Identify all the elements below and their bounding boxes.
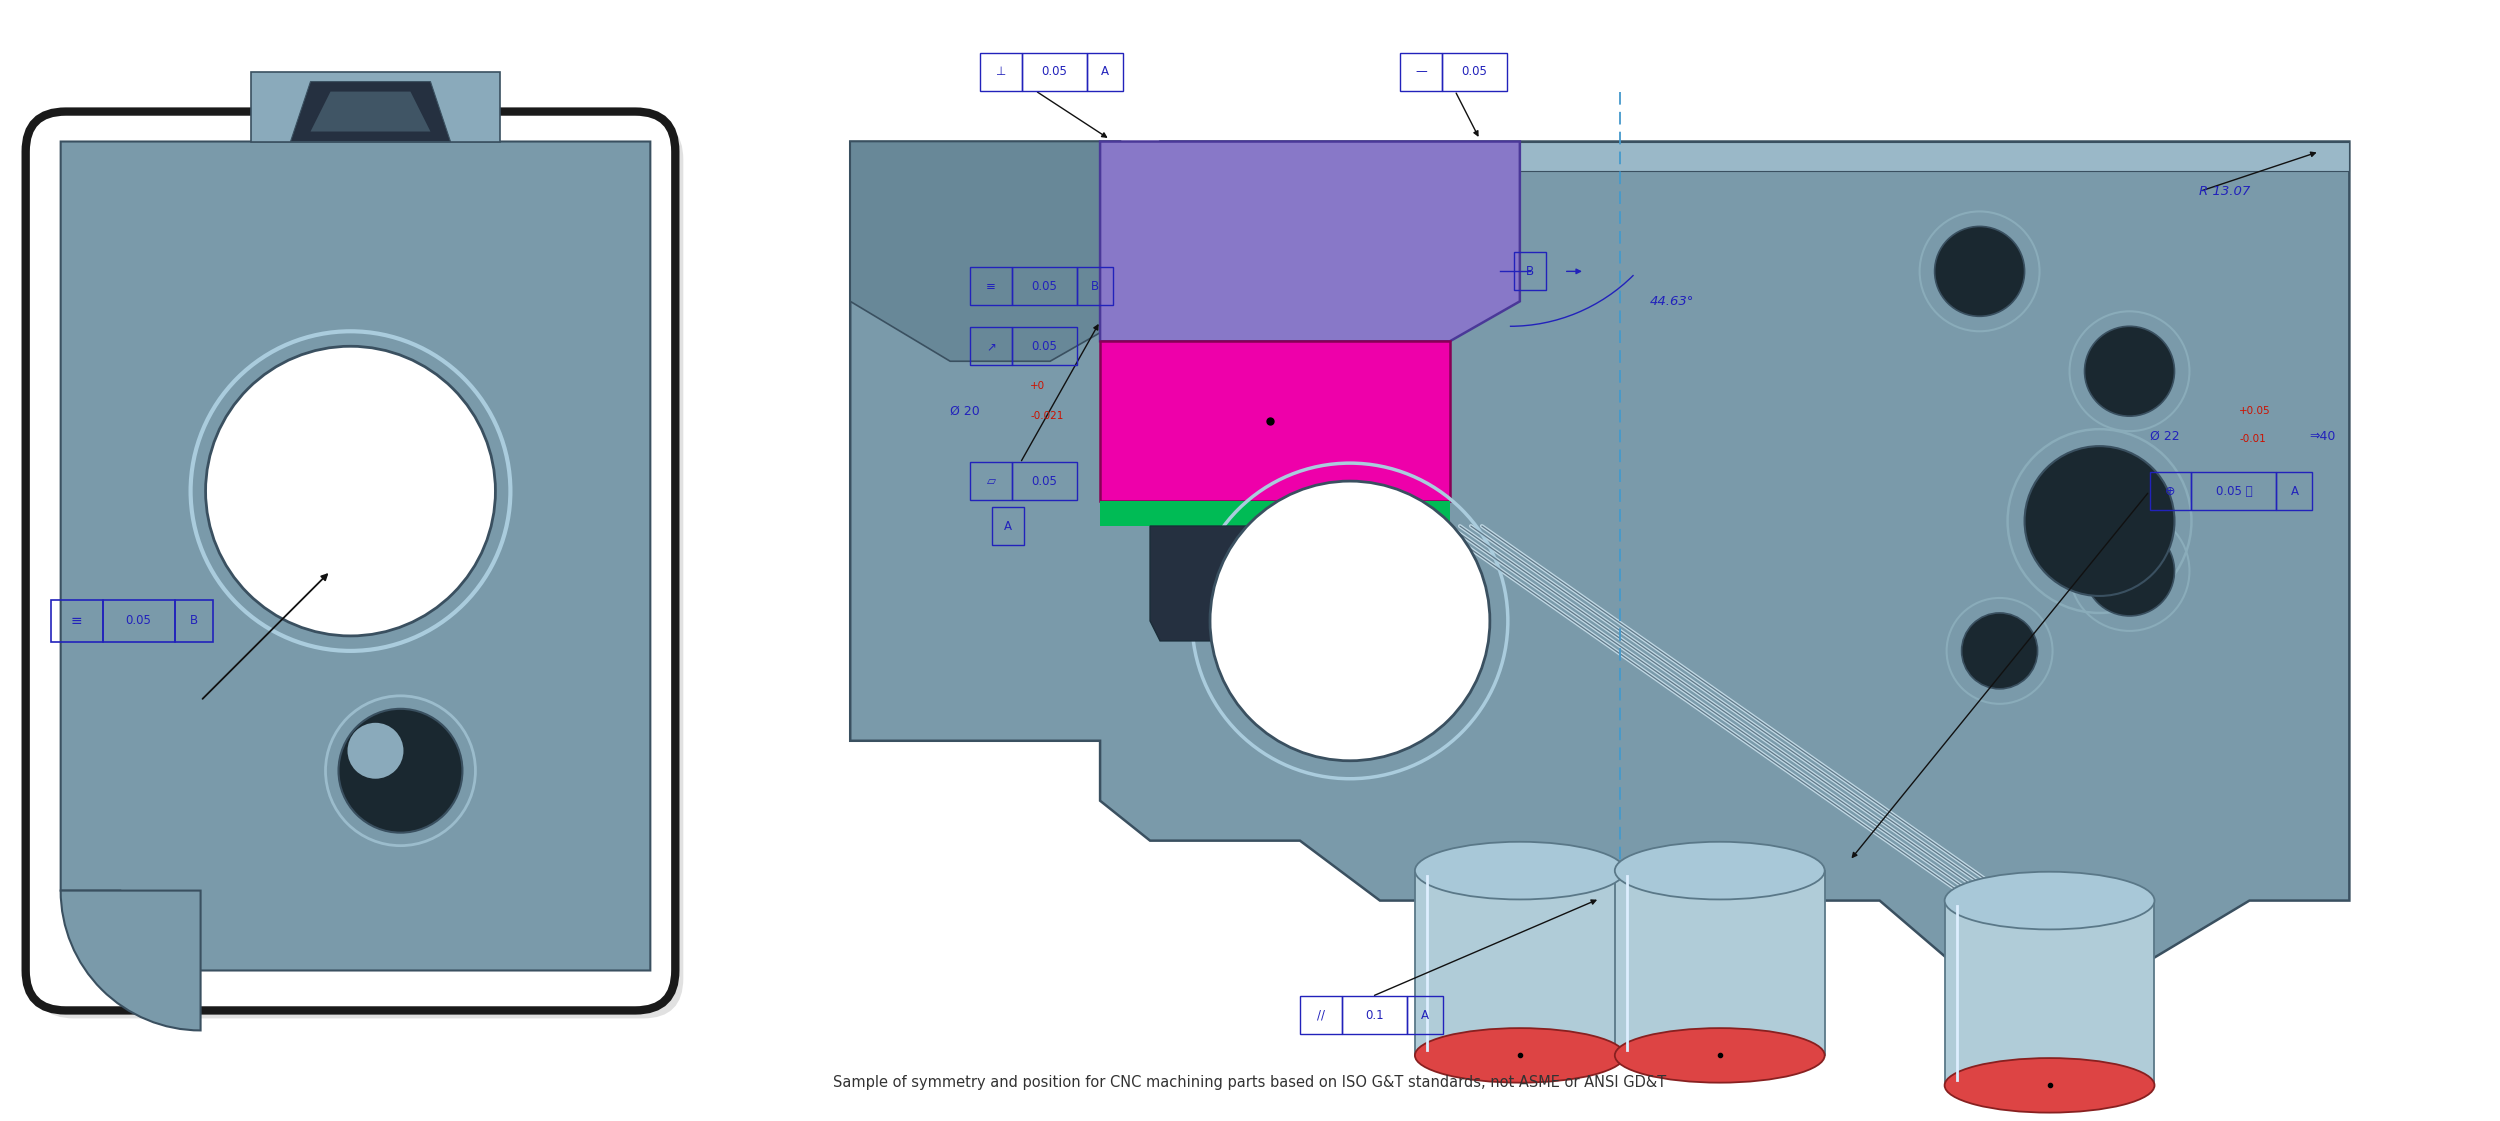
Text: -0.01: -0.01: [2240, 434, 2265, 444]
Text: 44.63°: 44.63°: [1650, 295, 1695, 308]
Text: ↗: ↗: [985, 340, 995, 353]
Text: 0.1: 0.1: [1365, 1009, 1382, 1022]
Ellipse shape: [1945, 872, 2155, 929]
Polygon shape: [850, 141, 2350, 961]
FancyBboxPatch shape: [25, 112, 675, 1010]
Circle shape: [2085, 526, 2175, 615]
Text: 0.05: 0.05: [1032, 474, 1058, 488]
Text: -0.021: -0.021: [1030, 411, 1062, 421]
Polygon shape: [1150, 526, 1250, 641]
Circle shape: [1210, 481, 1490, 761]
Text: 0.05: 0.05: [1032, 280, 1058, 293]
Ellipse shape: [1415, 842, 1625, 899]
Text: —: —: [1415, 65, 1427, 78]
Ellipse shape: [1615, 1028, 1825, 1083]
Text: 0.05: 0.05: [125, 614, 152, 628]
Ellipse shape: [1945, 1058, 2155, 1113]
Polygon shape: [1945, 900, 2155, 1085]
Polygon shape: [1100, 501, 1450, 526]
Circle shape: [1935, 226, 2025, 316]
Text: A: A: [1005, 519, 1013, 532]
Text: 0.05: 0.05: [1462, 65, 1488, 78]
Polygon shape: [850, 141, 1120, 361]
Polygon shape: [850, 141, 2350, 172]
Polygon shape: [1100, 341, 1450, 501]
Polygon shape: [1615, 871, 1825, 1055]
Polygon shape: [290, 82, 450, 141]
Polygon shape: [60, 890, 200, 971]
Text: A: A: [1420, 1009, 1430, 1022]
Text: ≡: ≡: [70, 614, 82, 628]
Text: B: B: [1525, 265, 1535, 278]
Text: ⊥: ⊥: [995, 65, 1008, 78]
Polygon shape: [250, 72, 500, 141]
Text: +0: +0: [1030, 381, 1045, 391]
Circle shape: [338, 708, 462, 833]
Text: R 13.07: R 13.07: [2200, 185, 2250, 198]
FancyBboxPatch shape: [32, 120, 682, 1019]
Text: 0.05: 0.05: [1042, 65, 1068, 78]
Text: A: A: [1100, 65, 1110, 78]
Ellipse shape: [1415, 1028, 1625, 1083]
Text: ≡: ≡: [985, 280, 995, 293]
Text: B: B: [190, 614, 198, 628]
Circle shape: [205, 346, 495, 636]
Circle shape: [348, 723, 403, 779]
Text: Ø 22: Ø 22: [2150, 429, 2180, 443]
Text: //: //: [1318, 1009, 1325, 1022]
Circle shape: [1962, 613, 2037, 688]
Wedge shape: [60, 890, 200, 1030]
Text: 0.05: 0.05: [1032, 340, 1058, 353]
Circle shape: [2085, 326, 2175, 416]
Text: ⇒40: ⇒40: [2310, 429, 2335, 443]
Text: A: A: [2290, 484, 2298, 498]
Circle shape: [2025, 446, 2175, 596]
Text: ▱: ▱: [988, 474, 995, 488]
Text: ⊕: ⊕: [2165, 484, 2175, 498]
Text: 0.05 Ⓜ: 0.05 Ⓜ: [2215, 484, 2252, 498]
Polygon shape: [1415, 871, 1625, 1055]
Text: +0.05: +0.05: [2240, 406, 2270, 416]
Text: Sample of symmetry and position for CNC machining parts based on ISO G&T standar: Sample of symmetry and position for CNC …: [832, 1075, 1668, 1090]
Text: Ø 20: Ø 20: [950, 405, 980, 418]
Polygon shape: [60, 141, 650, 971]
Polygon shape: [1100, 141, 1520, 341]
Text: B: B: [1090, 280, 1100, 293]
Polygon shape: [310, 92, 430, 131]
Ellipse shape: [1615, 842, 1825, 899]
